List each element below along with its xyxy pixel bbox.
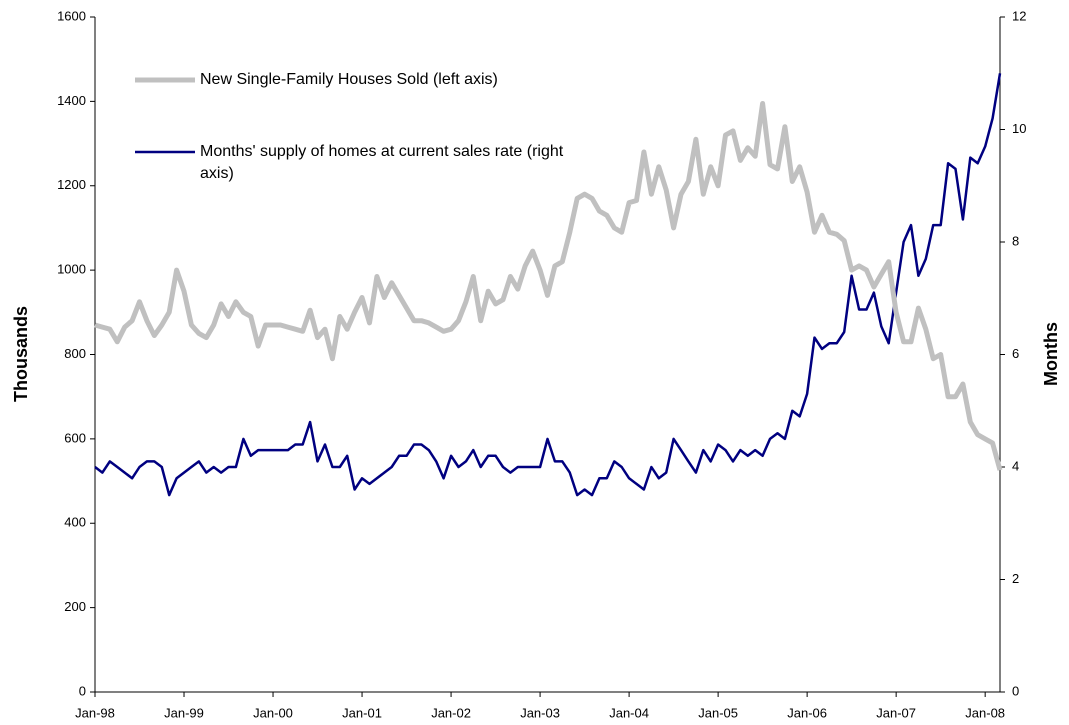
- x-tick-label: Jan-02: [431, 705, 471, 720]
- x-tick-label: Jan-04: [609, 705, 649, 720]
- y-tick-label: 800: [64, 346, 86, 361]
- x-tick-label: Jan-01: [342, 705, 382, 720]
- y-tick-label: 600: [64, 430, 86, 445]
- legend-entry: Months' supply of homes at current sales…: [200, 143, 564, 182]
- y-tick-label: 1200: [57, 177, 86, 192]
- y2-tick-label: 10: [1012, 121, 1026, 136]
- y2-tick-label: 6: [1012, 346, 1019, 361]
- y2-tick-label: 4: [1012, 458, 1019, 473]
- x-tick-label: Jan-99: [164, 705, 204, 720]
- series-line: [94, 73, 1002, 497]
- series-line: [94, 101, 1003, 471]
- y2-tick-label: 2: [1012, 571, 1019, 586]
- x-tick-label: Jan-05: [698, 705, 738, 720]
- x-tick-label: Jan-00: [253, 705, 293, 720]
- y-tick-label: 400: [64, 515, 86, 530]
- y-tick-label: 1000: [57, 262, 86, 277]
- y-tick-label: 1400: [57, 93, 86, 108]
- legend-entry: New Single-Family Houses Sold (left axis…: [200, 71, 498, 88]
- x-tick-label: Jan-06: [787, 705, 827, 720]
- y-tick-label: 1600: [57, 8, 86, 23]
- y2-tick-label: 8: [1012, 233, 1019, 248]
- y-axis-title: Thousands: [11, 306, 31, 402]
- x-tick-label: Jan-03: [520, 705, 560, 720]
- y2-axis-title: Months: [1041, 322, 1061, 386]
- x-tick-label: Jan-08: [965, 705, 1005, 720]
- y2-tick-label: 0: [1012, 683, 1019, 698]
- y-tick-label: 0: [79, 683, 86, 698]
- x-tick-label: Jan-98: [75, 705, 115, 720]
- y2-tick-label: 12: [1012, 8, 1026, 23]
- y-tick-label: 200: [64, 599, 86, 614]
- x-tick-label: Jan-07: [876, 705, 916, 720]
